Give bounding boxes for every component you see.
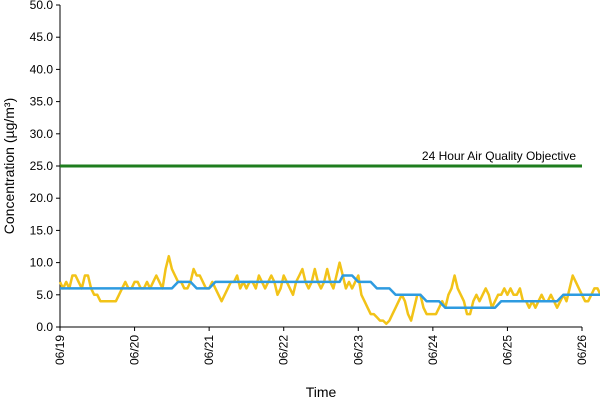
y-tick-label: 45.0	[30, 30, 54, 44]
y-axis-ticks: 0.0 5.0 10.0 15.0 20.0 25.0 30.0 35.0 40.0 45.0 50…	[30, 0, 60, 334]
y-tick-label: 35.0	[30, 95, 54, 109]
x-tick-label: 06/22	[277, 335, 291, 365]
y-tick-label: 25.0	[30, 159, 54, 173]
hourly-concentration-series	[58, 254, 600, 326]
reference-line-group: 24 Hour Air Quality Objective	[60, 149, 582, 168]
x-tick-label: 06/26	[575, 335, 589, 365]
x-axis-ticks: 06/19 06/20 06/21 06/22 06/23 06/24 06/25 06/26	[53, 327, 589, 365]
y-tick-label: 40.0	[30, 62, 54, 76]
y-tick-label: 50.0	[30, 0, 54, 12]
x-tick-label: 06/19	[53, 335, 67, 365]
x-tick-label: 06/24	[426, 335, 440, 365]
y-tick-label: 15.0	[30, 223, 54, 237]
y-axis-title: Concentration (µg/m³)	[1, 98, 17, 234]
x-axis-title: Time	[306, 384, 337, 400]
x-tick-label: 06/25	[500, 335, 514, 365]
running-average-series	[60, 274, 600, 309]
y-tick-label: 30.0	[30, 127, 54, 141]
y-tick-label: 0.0	[36, 320, 53, 334]
y-tick-label: 20.0	[30, 191, 54, 205]
y-tick-label: 5.0	[36, 288, 53, 302]
x-tick-label: 06/21	[202, 335, 216, 365]
air-quality-objective-label: 24 Hour Air Quality Objective	[422, 149, 576, 163]
y-tick-label: 10.0	[30, 256, 54, 270]
x-tick-label: 06/23	[351, 335, 365, 365]
x-tick-label: 06/20	[128, 335, 142, 365]
series-group	[58, 254, 600, 326]
